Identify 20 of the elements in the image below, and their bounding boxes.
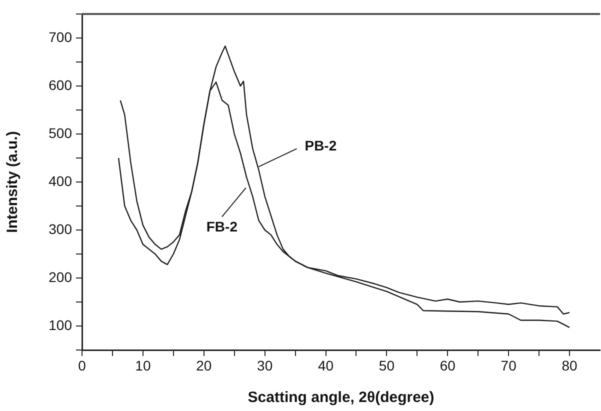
x-tick-label: 40 bbox=[318, 357, 334, 374]
y-tick-label: 700 bbox=[48, 28, 72, 45]
x-tick-label: 20 bbox=[196, 357, 212, 374]
x-tick-label: 0 bbox=[78, 357, 86, 374]
annotation: FB-2 bbox=[206, 218, 238, 235]
y-tick-label: 100 bbox=[48, 316, 72, 333]
x-tick-label: 60 bbox=[440, 357, 456, 374]
x-tick-label: 10 bbox=[135, 357, 151, 374]
y-axis-title: Intensity (a.u.) bbox=[4, 131, 22, 233]
y-tick-label: 200 bbox=[48, 268, 72, 285]
x-tick-label: 70 bbox=[500, 357, 517, 374]
x-tick-label: 80 bbox=[562, 357, 578, 374]
y-tick-label: 400 bbox=[48, 172, 72, 189]
x-tick-label: 50 bbox=[378, 357, 395, 374]
y-tick-label: 300 bbox=[48, 220, 72, 237]
x-axis-title: Scatting angle, 2θ(degree) bbox=[248, 389, 434, 406]
y-tick-label: 600 bbox=[48, 76, 72, 93]
x-tick-label: 30 bbox=[257, 357, 273, 374]
y-tick-label: 500 bbox=[48, 124, 72, 141]
annotation: PB-2 bbox=[304, 138, 337, 154]
